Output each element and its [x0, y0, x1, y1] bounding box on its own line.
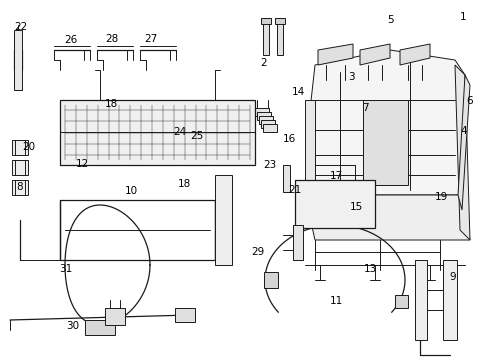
Text: 18: 18 — [178, 179, 191, 189]
Text: 26: 26 — [64, 35, 78, 45]
Polygon shape — [276, 18, 283, 55]
Polygon shape — [305, 195, 469, 240]
Text: 15: 15 — [348, 202, 362, 212]
Polygon shape — [305, 50, 464, 195]
Text: 3: 3 — [347, 72, 354, 82]
Bar — [389, 120, 404, 138]
Text: 28: 28 — [104, 34, 118, 44]
Text: 17: 17 — [329, 171, 343, 181]
Text: 19: 19 — [433, 192, 447, 202]
Text: 23: 23 — [263, 160, 276, 170]
Polygon shape — [263, 18, 268, 55]
Text: 29: 29 — [251, 247, 264, 257]
Bar — [12, 180, 28, 195]
Polygon shape — [105, 308, 125, 325]
Text: 12: 12 — [75, 159, 89, 169]
Text: 2: 2 — [260, 58, 267, 68]
Bar — [254, 108, 268, 116]
Text: 13: 13 — [363, 264, 377, 274]
Text: 10: 10 — [124, 186, 137, 196]
Polygon shape — [292, 225, 303, 260]
Polygon shape — [85, 320, 115, 335]
Polygon shape — [394, 295, 407, 308]
Polygon shape — [442, 260, 456, 340]
Polygon shape — [317, 44, 352, 65]
Bar — [261, 120, 274, 128]
Text: 21: 21 — [287, 185, 301, 195]
Polygon shape — [264, 272, 278, 288]
Bar — [369, 120, 384, 138]
Polygon shape — [362, 100, 407, 185]
Text: 16: 16 — [282, 134, 296, 144]
Polygon shape — [274, 18, 285, 24]
Polygon shape — [294, 180, 374, 228]
Polygon shape — [215, 175, 231, 265]
Text: 1: 1 — [459, 12, 466, 22]
Text: 14: 14 — [291, 87, 305, 97]
Bar — [60, 200, 215, 260]
Text: 30: 30 — [66, 321, 79, 331]
Text: 24: 24 — [173, 127, 186, 138]
Text: 25: 25 — [189, 131, 203, 141]
Polygon shape — [261, 18, 270, 24]
Polygon shape — [305, 100, 314, 195]
Text: 4: 4 — [459, 126, 466, 136]
Polygon shape — [283, 165, 289, 192]
Text: 5: 5 — [386, 15, 393, 25]
Polygon shape — [454, 65, 469, 240]
Polygon shape — [60, 100, 254, 165]
Text: 9: 9 — [448, 272, 455, 282]
Bar — [12, 160, 28, 175]
Text: 8: 8 — [16, 182, 23, 192]
Polygon shape — [14, 30, 22, 90]
Polygon shape — [457, 75, 469, 210]
Bar — [12, 140, 28, 155]
Polygon shape — [414, 260, 426, 340]
Text: 11: 11 — [329, 296, 343, 306]
Bar — [259, 116, 272, 124]
Text: 22: 22 — [14, 22, 27, 32]
Text: 6: 6 — [465, 96, 472, 106]
Polygon shape — [399, 44, 429, 65]
Text: 7: 7 — [362, 103, 368, 113]
Bar — [257, 112, 270, 120]
Text: 18: 18 — [104, 99, 118, 109]
Polygon shape — [175, 308, 195, 322]
Text: 27: 27 — [143, 34, 157, 44]
Bar — [263, 124, 276, 132]
Text: 31: 31 — [59, 264, 73, 274]
Text: 20: 20 — [22, 142, 35, 152]
Polygon shape — [359, 44, 389, 65]
